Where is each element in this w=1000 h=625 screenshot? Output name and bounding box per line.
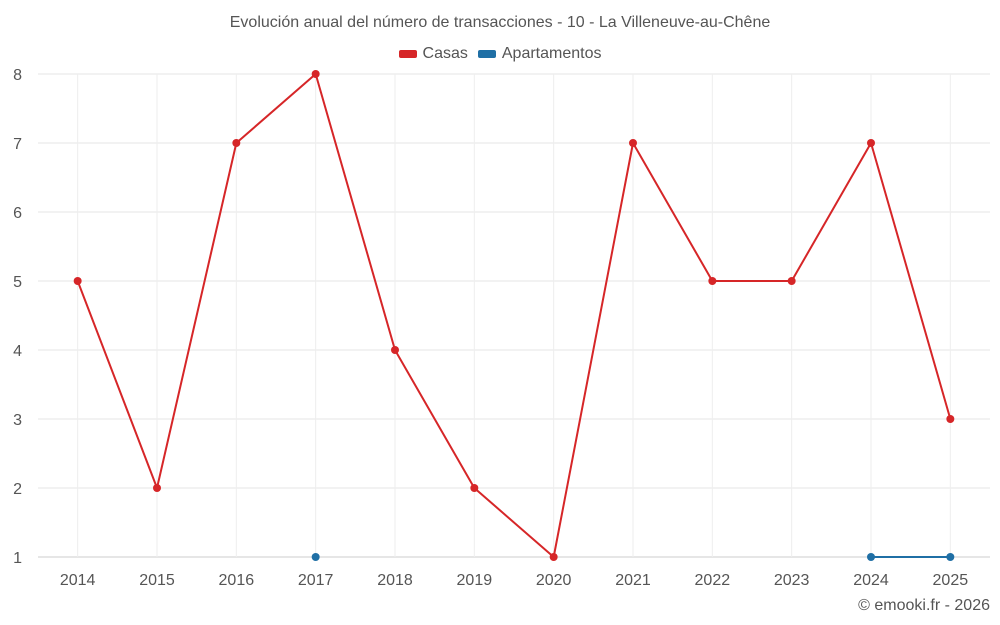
legend-item-apartamentos[interactable]: Apartamentos — [477, 45, 602, 63]
legend-item-casas[interactable]: Casas — [398, 45, 468, 63]
y-tick-label: 7 — [13, 136, 22, 153]
y-tick-label: 6 — [13, 205, 22, 222]
data-point-casas — [787, 277, 796, 285]
data-point-casas — [708, 277, 717, 285]
data-point-casas — [391, 346, 399, 354]
x-tick-label: 2017 — [298, 572, 334, 589]
x-tick-label: 2025 — [933, 572, 969, 589]
credit: © emooki.fr - 2026 — [858, 597, 990, 614]
x-tick-label: 2014 — [60, 572, 96, 589]
data-point-casas — [153, 484, 161, 492]
chart-title: Evolución anual del número de transaccio… — [229, 14, 771, 31]
data-point-casas — [73, 277, 82, 285]
legend: Casas Apartamentos — [0, 45, 1000, 63]
y-tick-label: 2 — [13, 481, 22, 498]
y-tick-label: 3 — [13, 412, 22, 429]
series-line-casas — [76, 73, 952, 558]
y-tick-label: 8 — [13, 67, 22, 84]
x-tick-label: 2024 — [853, 572, 889, 589]
data-point-casas — [629, 139, 637, 147]
data-point-apartamentos — [311, 553, 320, 561]
data-point-casas — [232, 139, 241, 147]
data-point-apartamentos — [867, 553, 875, 561]
data-point-casas — [867, 139, 875, 147]
legend-swatch-casas — [398, 50, 417, 58]
data-point-casas — [946, 415, 955, 423]
x-tick-label: 2023 — [774, 572, 810, 589]
x-tick-label: 2019 — [457, 572, 493, 589]
x-tick-label: 2020 — [536, 572, 572, 589]
x-tick-label: 2018 — [377, 572, 413, 589]
legend-label-casas: Casas — [422, 45, 468, 62]
data-point-casas — [549, 553, 558, 561]
y-tick-label: 5 — [13, 274, 22, 291]
data-point-casas — [311, 70, 320, 78]
data-point-casas — [470, 484, 479, 492]
x-tick-label: 2016 — [219, 572, 255, 589]
data-point-apartamentos — [946, 553, 955, 561]
legend-label-apartamentos: Apartamentos — [501, 45, 602, 62]
x-tick-label: 2015 — [139, 572, 175, 589]
y-tick-label: 1 — [13, 550, 22, 567]
x-tick-label: 2021 — [615, 572, 651, 589]
legend-swatch-apartamentos — [477, 50, 496, 58]
y-tick-label: 4 — [13, 343, 22, 360]
x-tick-label: 2022 — [695, 572, 731, 589]
